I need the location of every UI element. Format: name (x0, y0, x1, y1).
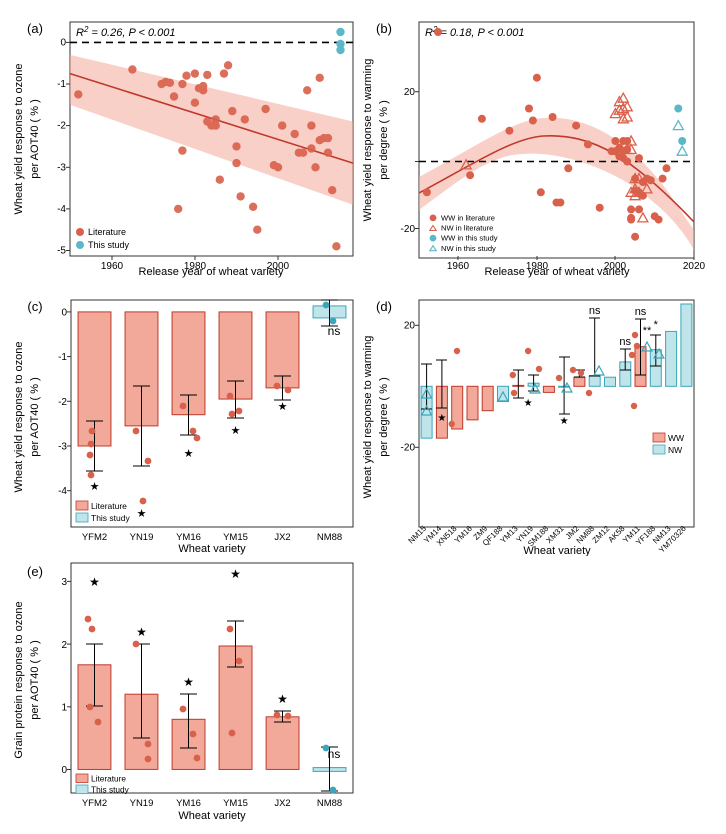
svg-text:-3: -3 (58, 442, 67, 453)
svg-text:★: ★ (277, 692, 288, 706)
svg-text:0: 0 (60, 38, 66, 49)
svg-text:-1: -1 (58, 352, 67, 363)
svg-text:Literature: Literature (91, 501, 127, 511)
svg-text:ns: ns (328, 747, 341, 761)
svg-text:-2: -2 (58, 397, 67, 408)
svg-text:YM16: YM16 (176, 798, 201, 809)
svg-text:★: ★ (437, 413, 446, 424)
svg-text:YN19: YN19 (130, 532, 154, 543)
svg-text:Wheat variety: Wheat variety (178, 810, 246, 822)
svg-text:YFM2: YFM2 (82, 798, 107, 809)
svg-text:(b): (b) (376, 21, 392, 36)
svg-text:20: 20 (404, 87, 416, 98)
svg-text:-1: -1 (57, 79, 66, 90)
svg-text:1: 1 (61, 703, 67, 714)
svg-text:NM88: NM88 (317, 798, 342, 809)
svg-text:YN19: YN19 (130, 798, 154, 809)
svg-text:YFM2: YFM2 (82, 532, 107, 543)
svg-text:ns: ns (589, 305, 601, 317)
svg-text:Release year of wheat variety: Release year of wheat variety (485, 266, 630, 278)
svg-text:0: 0 (61, 765, 67, 776)
svg-text:-3: -3 (57, 162, 66, 173)
svg-text:★: ★ (560, 416, 569, 427)
svg-text:-2: -2 (57, 121, 66, 132)
svg-text:JX2: JX2 (274, 532, 290, 543)
svg-text:This study: This study (91, 513, 130, 523)
svg-text:JX2: JX2 (274, 798, 290, 809)
svg-text:ns: ns (619, 336, 631, 348)
svg-text:R2 = 0.26, P < 0.001: R2 = 0.26, P < 0.001 (76, 25, 175, 39)
svg-text:3: 3 (61, 577, 67, 588)
svg-text:-4: -4 (57, 204, 66, 215)
svg-text:**: ** (643, 325, 652, 337)
svg-text:-4: -4 (58, 486, 67, 497)
svg-text:★: ★ (231, 425, 241, 437)
svg-text:Wheat yield response to warmin: Wheat yield response to warming (363, 59, 374, 222)
svg-text:Literature: Literature (91, 774, 126, 784)
svg-text:★: ★ (278, 401, 288, 413)
svg-text:★: ★ (90, 481, 100, 493)
svg-text:WW: WW (668, 433, 684, 443)
svg-text:per degree ( % ): per degree ( % ) (378, 100, 390, 179)
svg-text:per AOT40 ( % ): per AOT40 ( % ) (29, 99, 41, 178)
svg-text:YM15: YM15 (223, 798, 248, 809)
svg-text:NM88: NM88 (317, 532, 342, 543)
svg-text:WW in this study: WW in this study (441, 234, 498, 243)
svg-text:1960: 1960 (101, 261, 124, 272)
svg-text:20: 20 (404, 320, 416, 331)
svg-text:(a): (a) (27, 21, 43, 36)
svg-text:Wheat yield response to ozone: Wheat yield response to ozone (13, 341, 25, 492)
svg-text:(c): (c) (27, 299, 42, 314)
svg-text:Grain protein response to ozon: Grain protein response to ozone (13, 601, 25, 758)
svg-text:*: * (654, 319, 659, 331)
svg-text:per AOT40 ( % ): per AOT40 ( % ) (29, 377, 41, 456)
svg-text:★: ★ (89, 575, 100, 589)
svg-text:per AOT40 ( % ): per AOT40 ( % ) (29, 640, 41, 719)
svg-text:★: ★ (184, 448, 194, 460)
svg-text:(d): (d) (376, 299, 392, 314)
svg-text:Wheat yield response to ozone: Wheat yield response to ozone (13, 63, 25, 214)
svg-text:ns: ns (328, 324, 341, 338)
svg-text:Wheat yield response to warmin: Wheat yield response to warming (363, 336, 374, 499)
svg-text:This study: This study (91, 785, 130, 795)
svg-text:(e): (e) (27, 564, 43, 579)
svg-text:WW in literature: WW in literature (441, 214, 495, 223)
svg-text:NW in this study: NW in this study (441, 244, 496, 253)
svg-text:2: 2 (61, 640, 67, 651)
svg-text:-20: -20 (401, 224, 416, 235)
svg-text:Release year of wheat variety: Release year of wheat variety (139, 266, 284, 278)
svg-text:★: ★ (183, 675, 194, 689)
svg-text:YM15: YM15 (223, 532, 248, 543)
svg-text:Literature: Literature (88, 227, 126, 237)
svg-text:ns: ns (635, 306, 647, 318)
svg-text:-5: -5 (57, 246, 66, 257)
svg-text:2020: 2020 (683, 261, 706, 272)
svg-text:★: ★ (524, 398, 533, 409)
svg-text:Wheat variety: Wheat variety (523, 545, 591, 556)
svg-text:★: ★ (230, 567, 241, 581)
svg-text:★: ★ (136, 625, 147, 639)
svg-text:YM16: YM16 (176, 532, 201, 543)
svg-text:This study: This study (88, 240, 130, 250)
svg-text:-20: -20 (401, 442, 416, 453)
svg-text:0: 0 (61, 307, 67, 318)
svg-text:NW in literature: NW in literature (441, 224, 493, 233)
svg-text:per degree ( % ): per degree ( % ) (378, 377, 390, 456)
svg-text:1960: 1960 (447, 261, 470, 272)
svg-text:NW: NW (668, 445, 682, 455)
svg-text:Wheat variety: Wheat variety (178, 543, 246, 555)
svg-text:★: ★ (137, 508, 147, 520)
